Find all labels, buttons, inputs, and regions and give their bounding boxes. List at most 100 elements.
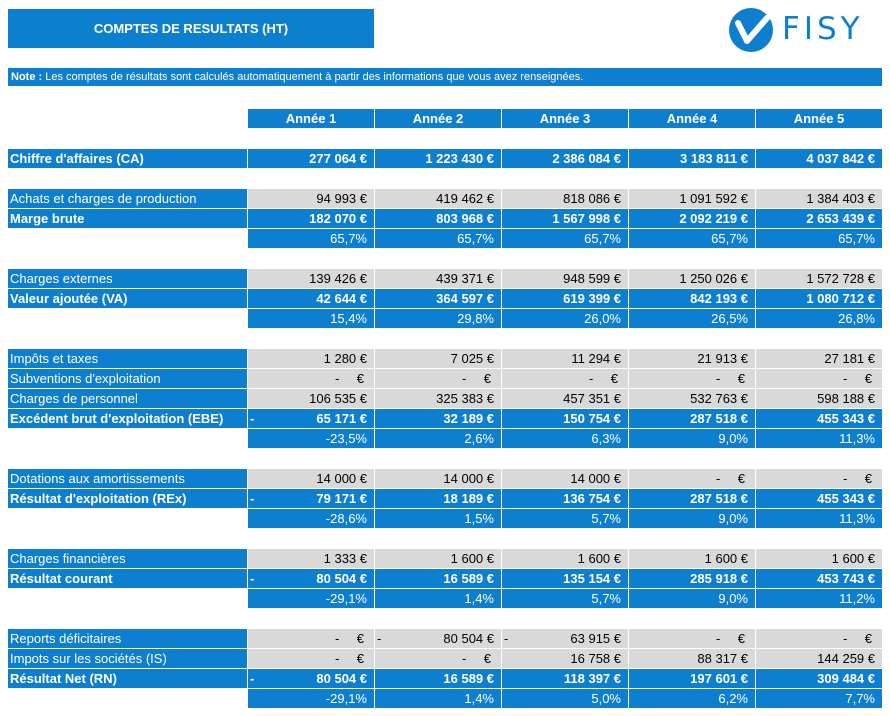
value-cell: 439 371 €	[375, 269, 501, 288]
value-cell: 16 589 €	[375, 569, 501, 588]
percent-cell: -23,5%	[248, 429, 374, 448]
percent-cell: 11,3%	[756, 429, 882, 448]
value-cell: 18 189 €	[375, 489, 501, 508]
value-cell: 598 188 €	[756, 389, 882, 408]
value-cell: 2 386 084 €	[502, 149, 628, 168]
value-cell: 1 600 €	[629, 549, 755, 568]
value-cell: 4 037 842 €	[756, 149, 882, 168]
value-cell: 1 333 €	[248, 549, 374, 568]
percent-cell: 6,3%	[502, 429, 628, 448]
value-cell: -80 504 €	[248, 669, 374, 688]
value-cell: 287 518 €	[629, 489, 755, 508]
table-row: Impots sur les sociétés (IS) - € - € 16 75…	[8, 649, 882, 668]
row-label: Valeur ajoutée (VA)	[8, 289, 247, 308]
row-label: Dotations aux amortissements	[8, 469, 247, 488]
percent-cell: 15,4%	[248, 309, 374, 328]
row-label: Excédent brut d'exploitation (EBE)	[8, 409, 247, 428]
percent-row: -29,1% 1,4% 5,7% 9,0% 11,2%	[8, 589, 882, 608]
value-cell: 197 601 €	[629, 669, 755, 688]
percent-cell: 7,7%	[756, 689, 882, 708]
percent-cell: 65,7%	[375, 229, 501, 248]
value-cell: - €	[375, 649, 501, 668]
percent-cell: 5,7%	[502, 509, 628, 528]
table-row: Achats et charges de production 94 993 €…	[8, 189, 882, 208]
value-cell: 3 183 811 €	[629, 149, 755, 168]
value-cell: -80 504 €	[375, 629, 501, 648]
row-label: Marge brute	[8, 209, 247, 228]
row-label: Subventions d'exploitation	[8, 369, 247, 388]
percent-cell: 65,7%	[756, 229, 882, 248]
percent-cell: 9,0%	[629, 429, 755, 448]
value-cell: 1 280 €	[248, 349, 374, 368]
value-cell: - €	[248, 629, 374, 648]
value-cell: 1 223 430 €	[375, 149, 501, 168]
value-cell: 1 600 €	[502, 549, 628, 568]
value-cell: 16 589 €	[375, 669, 501, 688]
table-row: Subventions d'exploitation - € - € - € - € -…	[8, 369, 882, 388]
value-cell: - €	[375, 369, 501, 388]
value-cell: 453 743 €	[756, 569, 882, 588]
value-cell: -80 504 €	[248, 569, 374, 588]
value-cell: 325 383 €	[375, 389, 501, 408]
percent-cell: 26,0%	[502, 309, 628, 328]
value-cell: 532 763 €	[629, 389, 755, 408]
value-cell: 27 181 €	[756, 349, 882, 368]
value-cell: 11 294 €	[502, 349, 628, 368]
row-label: Achats et charges de production	[8, 189, 247, 208]
table-row: Résultat d'exploitation (REx) -79 171 € …	[8, 489, 882, 508]
value-cell: 457 351 €	[502, 389, 628, 408]
row-label: Résultat d'exploitation (REx)	[8, 489, 247, 508]
table-row: Chiffre d'affaires (CA) 277 064 € 1 223 …	[8, 149, 882, 168]
value-cell: 455 343 €	[756, 409, 882, 428]
row-label: Charges de personnel	[8, 389, 247, 408]
value-cell: 2 653 439 €	[756, 209, 882, 228]
percent-row: 65,7% 65,7% 65,7% 65,7% 65,7%	[8, 229, 882, 248]
value-cell: 2 092 219 €	[629, 209, 755, 228]
table-row: Résultat courant -80 504 € 16 589 € 135 …	[8, 569, 882, 588]
row-label: Impots sur les sociétés (IS)	[8, 649, 247, 668]
value-cell: 136 754 €	[502, 489, 628, 508]
percent-cell: 65,7%	[248, 229, 374, 248]
row-label: Chiffre d'affaires (CA)	[8, 149, 247, 168]
value-cell: - €	[248, 649, 374, 668]
percent-cell: 26,8%	[756, 309, 882, 328]
value-cell: 1 567 998 €	[502, 209, 628, 228]
value-cell: 139 426 €	[248, 269, 374, 288]
value-cell: -79 171 €	[248, 489, 374, 508]
year-header: Année 3	[502, 109, 628, 128]
value-cell: 287 518 €	[629, 409, 755, 428]
value-cell: - €	[629, 469, 755, 488]
note-bar: Note : Les comptes de résultats sont cal…	[8, 68, 882, 86]
value-cell: - €	[629, 629, 755, 648]
value-cell: 1 600 €	[756, 549, 882, 568]
percent-cell: 2,6%	[375, 429, 501, 448]
year-header-row: Année 1 Année 2 Année 3 Année 4 Année 5	[8, 109, 882, 128]
percent-cell: 6,2%	[629, 689, 755, 708]
value-cell: 135 154 €	[502, 569, 628, 588]
table-row: Charges externes 139 426 € 439 371 € 948…	[8, 269, 882, 288]
value-cell: 364 597 €	[375, 289, 501, 308]
percent-cell: 5,0%	[502, 689, 628, 708]
table-row: Valeur ajoutée (VA) 42 644 € 364 597 € 6…	[8, 289, 882, 308]
year-header: Année 5	[756, 109, 882, 128]
value-cell: 150 754 €	[502, 409, 628, 428]
value-cell: 118 397 €	[502, 669, 628, 688]
value-cell: - €	[756, 369, 882, 388]
value-cell: 1 384 403 €	[756, 189, 882, 208]
table-row: Marge brute 182 070 € 803 968 € 1 567 99…	[8, 209, 882, 228]
percent-cell: 1,5%	[375, 509, 501, 528]
value-cell: 21 913 €	[629, 349, 755, 368]
value-cell: 42 644 €	[248, 289, 374, 308]
percent-cell: -28,6%	[248, 509, 374, 528]
percent-row: -28,6% 1,5% 5,7% 9,0% 11,3%	[8, 509, 882, 528]
note-label: Note :	[11, 71, 43, 83]
value-cell: 619 399 €	[502, 289, 628, 308]
row-label: Résultat Net (RN)	[8, 669, 247, 688]
percent-cell: 11,2%	[756, 589, 882, 608]
page-title: COMPTES DE RESULTATS (HT)	[8, 9, 374, 48]
table-row: Reports déficitaires - € -80 504 € -63 91…	[8, 629, 882, 648]
value-cell: -63 915 €	[502, 629, 628, 648]
value-cell: 818 086 €	[502, 189, 628, 208]
note-text: Les comptes de résultats sont calculés a…	[42, 71, 584, 83]
percent-cell: 9,0%	[629, 509, 755, 528]
